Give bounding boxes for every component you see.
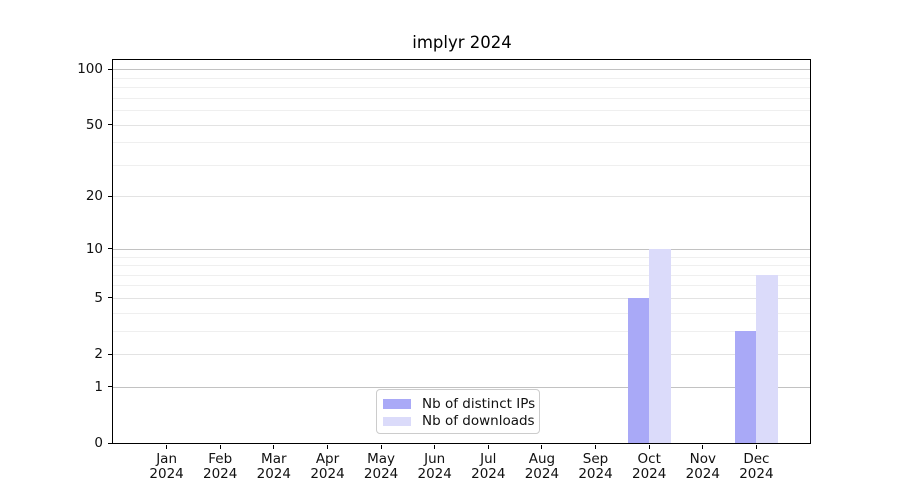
x-tick-mark xyxy=(326,444,329,449)
x-tick-label: Dec 2024 xyxy=(739,451,774,482)
x-tick-mark xyxy=(219,444,221,449)
x-tick-mark xyxy=(434,444,436,449)
legend-item-downloads: Nb of downloads xyxy=(383,413,535,431)
x-tick-mark xyxy=(273,444,275,449)
x-tick-mark xyxy=(648,444,650,449)
y-gridline-minor xyxy=(113,87,810,88)
y-gridline-minor xyxy=(113,330,810,332)
x-tick-label: May 2024 xyxy=(363,451,399,482)
y-tick-mark xyxy=(107,353,112,355)
y-gridline xyxy=(113,248,810,250)
y-tick-mark xyxy=(107,124,112,126)
legend-swatch-downloads xyxy=(383,416,411,426)
y-tick-mark xyxy=(107,68,112,70)
x-tick-label: Jul 2024 xyxy=(471,451,506,482)
y-tick-label: 50 xyxy=(85,116,103,133)
legend-item-distinct-ips: Nb of distinct IPs xyxy=(383,395,536,413)
y-gridline-minor xyxy=(113,164,810,166)
y-gridline-minor xyxy=(113,312,810,314)
y-gridline-minor xyxy=(113,274,810,276)
x-tick-label: Sep 2024 xyxy=(578,451,613,482)
y-gridline-minor xyxy=(113,97,810,99)
y-gridline xyxy=(113,297,810,299)
x-tick-mark xyxy=(755,444,757,449)
y-tick-label: 100 xyxy=(77,61,103,78)
y-tick-mark xyxy=(107,195,112,197)
x-tick-label: Aug 2024 xyxy=(524,451,560,482)
x-tick-label: Apr 2024 xyxy=(310,451,345,482)
y-gridline-minor xyxy=(113,285,810,287)
x-tick-mark xyxy=(487,444,489,449)
x-tick-label: Mar 2024 xyxy=(256,451,291,482)
y-tick-mark xyxy=(107,442,112,444)
y-tick-mark xyxy=(107,248,112,250)
y-tick-label: 0 xyxy=(94,435,103,451)
y-gridline xyxy=(113,124,810,126)
x-tick-mark xyxy=(702,444,704,449)
y-tick-label: 20 xyxy=(85,188,103,205)
y-tick-label: 5 xyxy=(94,289,103,306)
bar-downloads xyxy=(756,274,778,443)
x-tick-mark xyxy=(541,444,543,449)
legend: Nb of distinct IPs Nb of downloads xyxy=(376,389,540,434)
chart-title: implyr 2024 xyxy=(412,33,512,52)
x-tick-label: Nov 2024 xyxy=(685,451,720,482)
legend-label-distinct-ips: Nb of distinct IPs xyxy=(422,395,536,412)
bar-downloads xyxy=(649,248,671,443)
x-tick-mark xyxy=(380,444,382,449)
y-gridline xyxy=(113,196,810,198)
y-gridline xyxy=(113,386,810,388)
x-tick-mark xyxy=(166,444,168,449)
y-tick-label: 2 xyxy=(94,346,103,362)
bar-distinct-ips xyxy=(627,297,650,443)
y-gridline-minor xyxy=(113,109,810,111)
x-tick-label: Jan 2024 xyxy=(149,451,184,482)
x-tick-label: Oct 2024 xyxy=(632,451,667,482)
legend-label-downloads: Nb of downloads xyxy=(422,413,535,430)
y-gridline xyxy=(113,69,810,71)
x-tick-mark xyxy=(594,444,597,449)
y-gridline-minor xyxy=(113,265,810,266)
legend-swatch-distinct-ips xyxy=(383,399,411,409)
y-tick-mark xyxy=(107,386,112,388)
x-tick-label: Feb 2024 xyxy=(203,451,238,482)
y-gridline-minor xyxy=(113,77,810,79)
bar-distinct-ips xyxy=(734,330,757,443)
y-tick-label: 10 xyxy=(85,240,103,257)
plot-area: Nb of distinct IPs Nb of downloads 0 1 2 5 1… xyxy=(77,59,811,481)
y-tick-mark xyxy=(107,297,112,299)
y-gridline-minor xyxy=(113,256,810,258)
y-tick-label: 1 xyxy=(94,378,103,395)
y-gridline xyxy=(113,354,810,355)
y-gridline-minor xyxy=(113,142,810,144)
x-tick-label: Jun 2024 xyxy=(417,451,452,482)
